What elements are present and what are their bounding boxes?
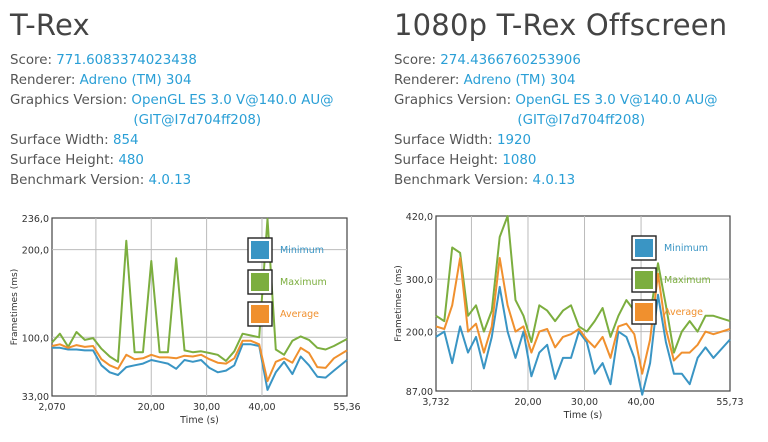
y-axis-label: Frametimes (ms) xyxy=(394,265,404,341)
benchmark-title: 1080p T-Rex Offscreen xyxy=(394,8,728,42)
renderer-value: Adreno (TM) 304 xyxy=(79,73,192,88)
y-tick-label: 87,00 xyxy=(406,387,433,398)
y-tick-label: 420,0 xyxy=(406,212,433,223)
frametime-chart-trex: 2,070 20,00 30,00 40,00 55,36 236,0 200,0 100,0… xyxy=(0,208,361,438)
x-tick-label: 40,00 xyxy=(627,397,654,408)
y-tick-label: 100,0 xyxy=(22,333,49,344)
graphics-version-label: Graphics Version: xyxy=(394,93,512,108)
surface-width-value: 854 xyxy=(112,133,139,148)
x-axis-label: Time (s) xyxy=(179,415,219,426)
surface-height-label: Surface Height: xyxy=(10,153,115,168)
renderer-label: Renderer: xyxy=(10,73,76,88)
x-axis-label: Time (s) xyxy=(563,410,603,421)
legend-swatch-minimum xyxy=(635,239,653,257)
legend-swatch-average xyxy=(635,303,653,321)
benchmark-info: Score: 771.6083374023438 Renderer: Adren… xyxy=(10,51,334,191)
graphics-version-label: Graphics Version: xyxy=(10,93,128,108)
surface-width-label: Surface Width: xyxy=(394,133,493,148)
renderer-value: Adreno (TM) 304 xyxy=(463,73,576,88)
surface-height-row: Surface Height: 1080 xyxy=(394,151,718,171)
renderer-row: Renderer: Adreno (TM) 304 xyxy=(10,71,334,91)
y-tick-label: 300,0 xyxy=(406,275,433,286)
score-label: Score: xyxy=(10,53,53,68)
legend-label: Average xyxy=(664,307,703,318)
surface-width-value: 1920 xyxy=(496,133,532,148)
x-tick-label: 3,732 xyxy=(422,397,449,408)
surface-width-row: Surface Width: 1920 xyxy=(394,131,718,151)
graphics-version-line1: OpenGL ES 3.0 V@140.0 AU@ xyxy=(515,93,718,108)
y-axis-label: Frametimes (ms) xyxy=(10,269,20,345)
legend-label: Maximum xyxy=(280,277,327,288)
graphics-version-row: Graphics Version: OpenGL ES 3.0 V@140.0 … xyxy=(10,91,334,131)
benchmark-version-value: 4.0.13 xyxy=(148,173,192,188)
benchmark-version-value: 4.0.13 xyxy=(532,173,576,188)
legend-swatch-maximum xyxy=(635,271,653,289)
x-tick-label: 30,00 xyxy=(571,397,598,408)
graphics-version-line2: (GIT@I7d704ff208) xyxy=(517,113,646,128)
score-row: Score: 274.4366760253906 xyxy=(394,51,718,71)
series-line-minimum xyxy=(52,343,348,391)
chart-svg: 3,732 20,00 30,00 40,00 55,73 420,0 300,0 200,0… xyxy=(394,212,744,421)
score-label: Score: xyxy=(394,53,437,68)
x-tick-label: 20,00 xyxy=(514,397,541,408)
x-tick-label: 30,00 xyxy=(193,402,220,413)
legend-swatch-average xyxy=(251,305,269,323)
benchmark-version-label: Benchmark Version: xyxy=(394,173,529,188)
legend-swatch-minimum xyxy=(251,241,269,259)
legend-label: Maximum xyxy=(664,275,711,286)
benchmark-title: T-Rex xyxy=(10,8,90,42)
legend-label: Minimum xyxy=(280,245,324,256)
benchmark-info: Score: 274.4366760253906 Renderer: Adren… xyxy=(394,51,718,191)
surface-height-row: Surface Height: 480 xyxy=(10,151,334,171)
legend-label: Average xyxy=(280,309,319,320)
score-row: Score: 771.6083374023438 xyxy=(10,51,334,71)
series-line-average xyxy=(435,257,731,375)
y-tick-label: 200,0 xyxy=(406,328,433,339)
score-value: 771.6083374023438 xyxy=(56,53,197,68)
x-tick-label: 2,070 xyxy=(38,402,65,413)
series-line-maximum xyxy=(51,217,348,363)
surface-height-value: 1080 xyxy=(502,153,537,168)
y-tick-label: 200,0 xyxy=(22,246,49,257)
chart-svg: 2,070 20,00 30,00 40,00 55,36 236,0 200,0 100,0… xyxy=(10,214,361,426)
legend-label: Minimum xyxy=(664,243,708,254)
renderer-row: Renderer: Adreno (TM) 304 xyxy=(394,71,718,91)
series-line-maximum xyxy=(435,215,731,354)
series-line-average xyxy=(51,339,348,383)
legend-swatch-maximum xyxy=(251,273,269,291)
benchmark-version-row: Benchmark Version: 4.0.13 xyxy=(394,171,718,191)
x-tick-label: 20,00 xyxy=(138,402,165,413)
x-tick-label: 40,00 xyxy=(248,402,275,413)
benchmark-version-label: Benchmark Version: xyxy=(10,173,145,188)
y-tick-label: 236,0 xyxy=(22,214,49,225)
graphics-version-row: Graphics Version: OpenGL ES 3.0 V@140.0 … xyxy=(394,91,718,131)
benchmark-version-row: Benchmark Version: 4.0.13 xyxy=(10,171,334,191)
graphics-version-line1: OpenGL ES 3.0 V@140.0 AU@ xyxy=(131,93,334,108)
surface-width-label: Surface Width: xyxy=(10,133,109,148)
y-tick-label: 33,00 xyxy=(22,392,49,403)
renderer-label: Renderer: xyxy=(394,73,460,88)
x-tick-label: 55,36 xyxy=(333,402,360,413)
x-tick-label: 55,73 xyxy=(716,397,743,408)
surface-height-label: Surface Height: xyxy=(394,153,499,168)
frametime-chart-trex-offscreen: 3,732 20,00 30,00 40,00 55,73 420,0 300,0 200,0… xyxy=(384,208,768,438)
surface-width-row: Surface Width: 854 xyxy=(10,131,334,151)
surface-height-value: 480 xyxy=(118,153,144,168)
series-line-minimum xyxy=(435,285,731,396)
score-value: 274.4366760253906 xyxy=(440,53,581,68)
graphics-version-line2: (GIT@I7d704ff208) xyxy=(133,113,262,128)
